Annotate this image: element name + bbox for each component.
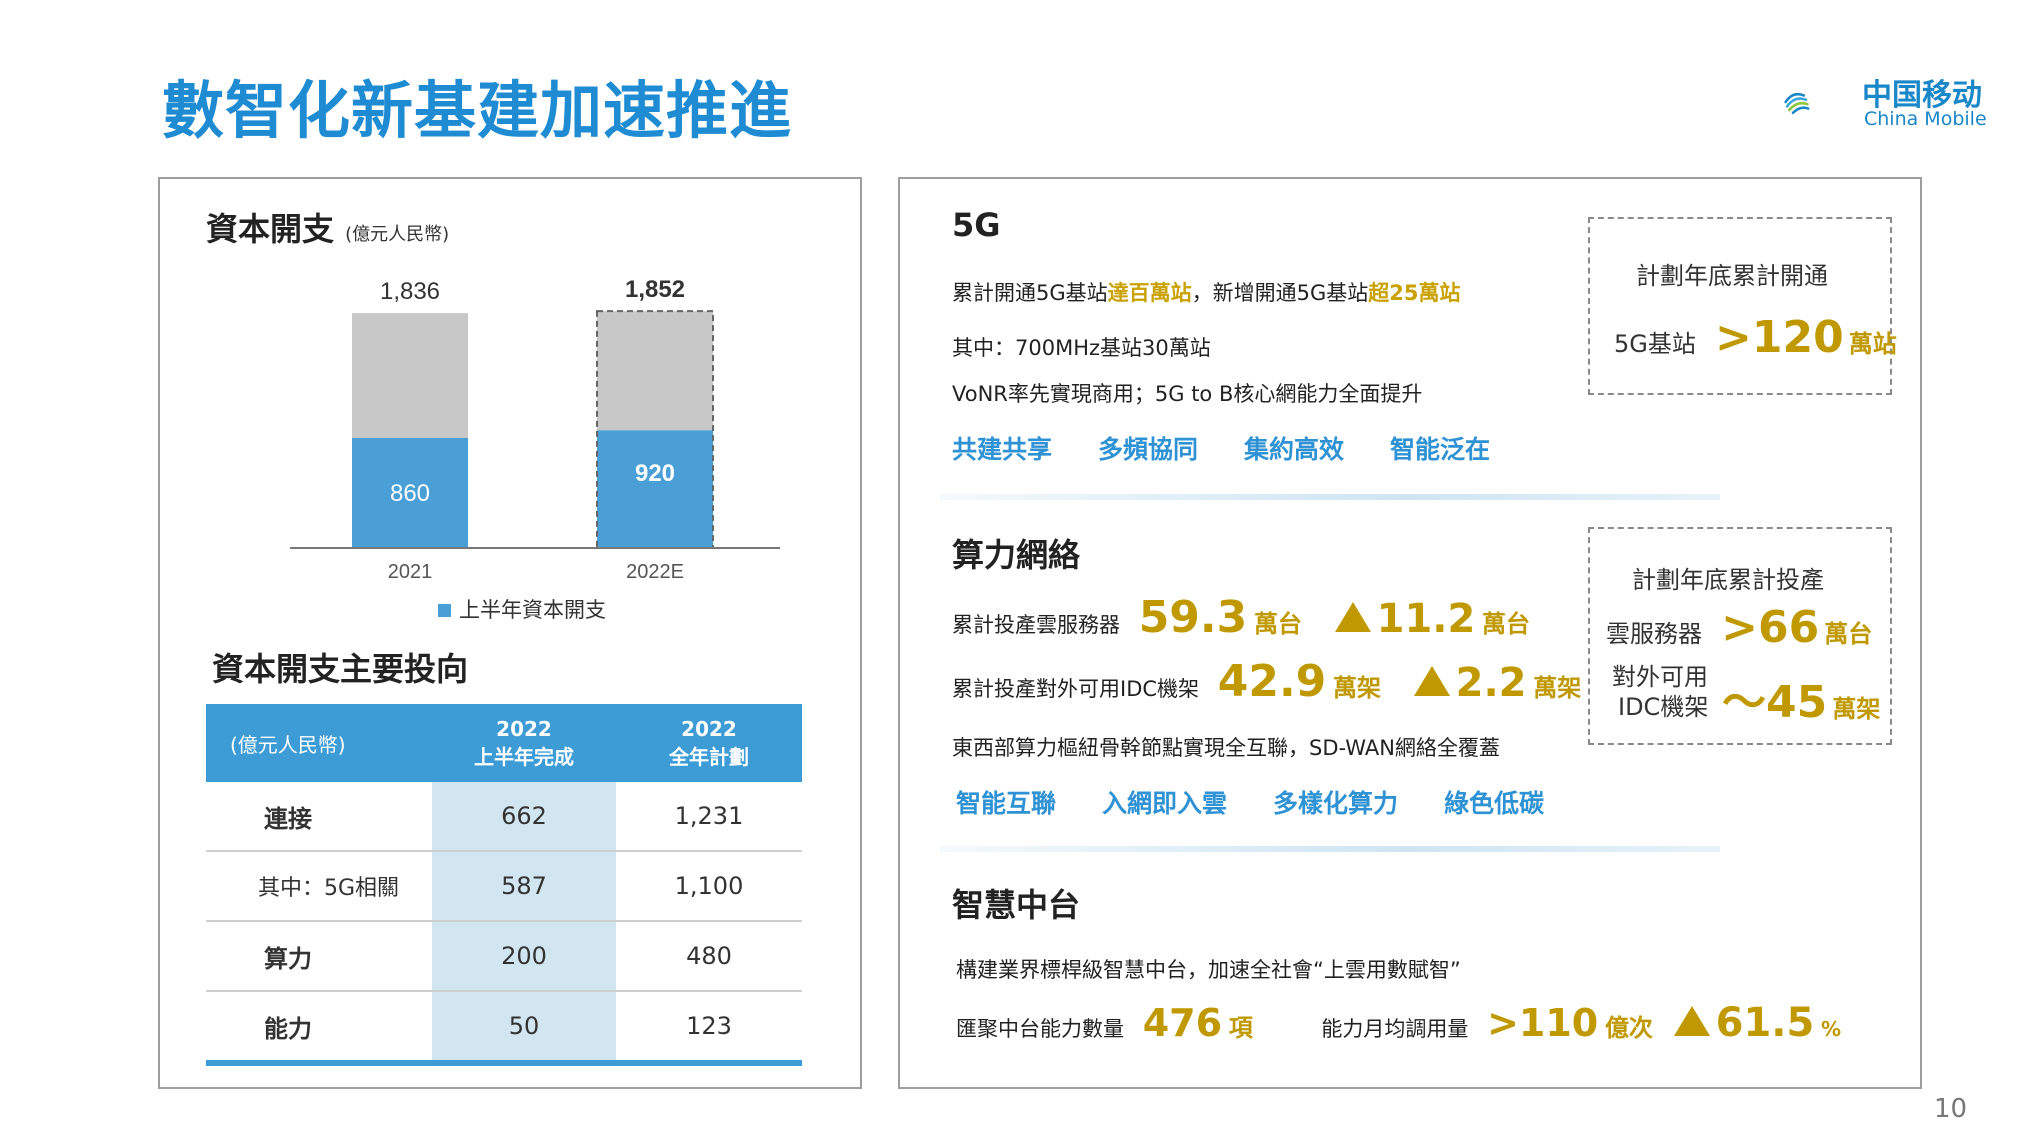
5g-line-3: VoNR率先實現商用；5G to B核心網能力全面提升: [952, 382, 1423, 406]
invest-table: (億元人民幣) 2022 上半年完成 2022 全年計劃 連接 662 1,231 …: [206, 704, 802, 1066]
page-number: 10: [1934, 1094, 1968, 1124]
row-h1: 50: [432, 992, 616, 1060]
tag: 智能泛在: [1390, 435, 1491, 464]
china-mobile-logo-icon: [1784, 92, 1810, 115]
row-h1: 662: [432, 782, 616, 850]
divider: [940, 494, 1720, 500]
bar-rest: [352, 313, 468, 438]
infra-panel: [898, 177, 1922, 1089]
tag: 多樣化算力: [1273, 789, 1399, 818]
5g-line-2: 其中：700MHz基站30萬站: [952, 336, 1211, 360]
category-label: 2021: [388, 561, 433, 583]
increase-triangle-icon: [1413, 666, 1450, 696]
increase-triangle-icon: [1673, 1006, 1710, 1036]
total-label: 1,852: [625, 276, 685, 303]
h1-label: 920: [635, 460, 675, 487]
compute-plan-servers: 雲服務器 >66 萬台: [1606, 602, 1873, 653]
compute-row-1: 累計投產雲服務器 59.3 萬台 11.2 萬台: [952, 592, 1531, 643]
compute-plan-box: [1588, 527, 1892, 745]
h1-label: 860: [390, 480, 430, 507]
table-row: 能力 50 123: [206, 992, 802, 1060]
legend-swatch: [438, 604, 451, 617]
compute-tags: 智能互聯 入網即入雲 多樣化算力 綠色低碳: [956, 784, 1590, 820]
header-h1: 2022 上半年完成: [474, 716, 574, 769]
row-label: 其中：5G相關: [258, 876, 400, 901]
bar-h1: [597, 430, 713, 548]
capex-unit: (億元人民幣): [345, 224, 450, 245]
middle-line-2: 匯聚中台能力數量 476 項 能力月均調用量 >110 億次 61.5 %: [956, 1000, 1842, 1046]
header-unit: (億元人民幣): [230, 732, 346, 757]
table-row: 連接 662 1,231: [206, 782, 802, 852]
middle-line-1: 構建業界標桿級智慧中台，加速全社會“上雲用數賦智”: [956, 958, 1461, 982]
section-compute-title: 算力網絡: [952, 536, 1081, 574]
table-row: 算力 200 480: [206, 922, 802, 992]
row-label: 算力: [264, 944, 312, 973]
logo-text-en: China Mobile: [1864, 108, 1987, 130]
bar-rest: [597, 311, 713, 431]
5g-plan-title: 計劃年底累計開通: [1636, 262, 1828, 290]
row-plan: 1,231: [674, 802, 744, 830]
compute-plan-idc-value: ～45 萬架: [1722, 677, 1881, 728]
bar-h1: [352, 437, 468, 548]
tag: 集約高效: [1244, 435, 1345, 464]
tag: 共建共享: [952, 435, 1053, 464]
category-label: 2022E: [626, 561, 684, 583]
increase-triangle-icon: [1334, 602, 1371, 632]
compute-plan-idc-label: 對外可用 IDC機架: [1612, 663, 1709, 721]
table-bottom-border: [206, 1060, 802, 1066]
page-title: 數智化新基建加速推進: [162, 74, 793, 147]
tag: 智能互聯: [956, 789, 1057, 818]
divider: [940, 846, 1720, 852]
5g-line-1: 累計開通5G基站達百萬站，新增開通5G基站超25萬站: [952, 281, 1461, 305]
row-h1: 200: [432, 922, 616, 990]
capex-bar-chart: 1,836 860 2021 1,852 920 2022E: [290, 276, 780, 583]
capex-title: 資本開支 (億元人民幣): [206, 210, 450, 248]
logo-text-cn: 中国移动: [1862, 78, 1982, 113]
5g-plan-value: 5G基站 >120 萬站: [1614, 312, 1897, 363]
row-plan: 123: [686, 1012, 732, 1040]
row-h1: 587: [432, 852, 616, 920]
tag: 綠色低碳: [1444, 789, 1545, 818]
section-5g-title: 5G: [952, 206, 1001, 244]
tag: 入網即入雲: [1102, 789, 1228, 818]
tag: 多頻協同: [1098, 435, 1199, 464]
5g-plan-box: [1588, 217, 1892, 395]
row-label: 連接: [264, 804, 312, 833]
table-row: 其中：5G相關 587 1,100: [206, 852, 802, 922]
compute-row-2: 累計投產對外可用IDC機架 42.9 萬架 2.2 萬架: [952, 656, 1582, 707]
section-middle-title: 智慧中台: [952, 886, 1081, 924]
invest-title: 資本開支主要投向: [212, 650, 469, 688]
header-plan: 2022 全年計劃: [669, 716, 749, 769]
5g-tags: 共建共享 多頻協同 集約高效 智能泛在: [952, 430, 1536, 466]
chart-legend: 上半年資本開支: [438, 594, 606, 624]
total-label: 1,836: [380, 278, 440, 305]
row-plan: 480: [686, 942, 732, 970]
row-plan: 1,100: [674, 872, 744, 900]
row-label: 能力: [264, 1014, 312, 1043]
compute-row-3: 東西部算力樞紐骨幹節點實現全互聯，SD-WAN網絡全覆蓋: [952, 736, 1500, 760]
compute-plan-title: 計劃年底累計投產: [1632, 566, 1824, 594]
table-header: (億元人民幣) 2022 上半年完成 2022 全年計劃: [206, 704, 802, 782]
